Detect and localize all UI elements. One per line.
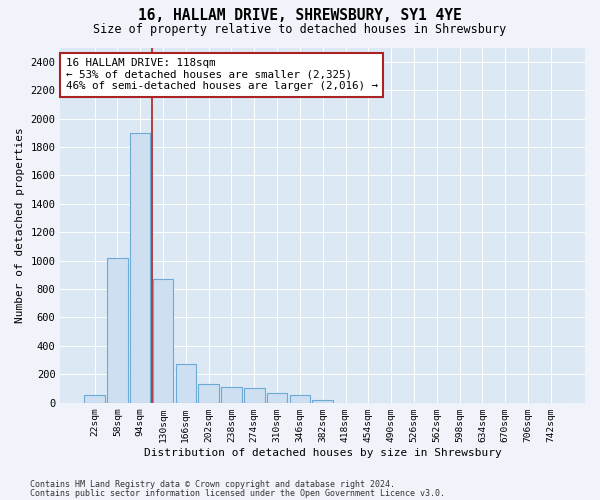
Bar	[244, 388, 265, 402]
Bar	[199, 384, 219, 402]
Bar	[267, 394, 287, 402]
Text: Size of property relative to detached houses in Shrewsbury: Size of property relative to detached ho…	[94, 22, 506, 36]
Bar	[107, 258, 128, 402]
Text: Contains HM Land Registry data © Crown copyright and database right 2024.: Contains HM Land Registry data © Crown c…	[30, 480, 395, 489]
Text: Contains public sector information licensed under the Open Government Licence v3: Contains public sector information licen…	[30, 488, 445, 498]
Bar	[221, 387, 242, 402]
Bar	[290, 396, 310, 402]
Bar	[176, 364, 196, 403]
Text: 16 HALLAM DRIVE: 118sqm
← 53% of detached houses are smaller (2,325)
46% of semi: 16 HALLAM DRIVE: 118sqm ← 53% of detache…	[65, 58, 377, 92]
Bar	[153, 279, 173, 402]
Text: 16, HALLAM DRIVE, SHREWSBURY, SY1 4YE: 16, HALLAM DRIVE, SHREWSBURY, SY1 4YE	[138, 8, 462, 22]
Bar	[313, 400, 333, 402]
Bar	[130, 132, 151, 402]
Y-axis label: Number of detached properties: Number of detached properties	[15, 127, 25, 323]
X-axis label: Distribution of detached houses by size in Shrewsbury: Distribution of detached houses by size …	[144, 448, 502, 458]
Bar	[84, 396, 105, 402]
